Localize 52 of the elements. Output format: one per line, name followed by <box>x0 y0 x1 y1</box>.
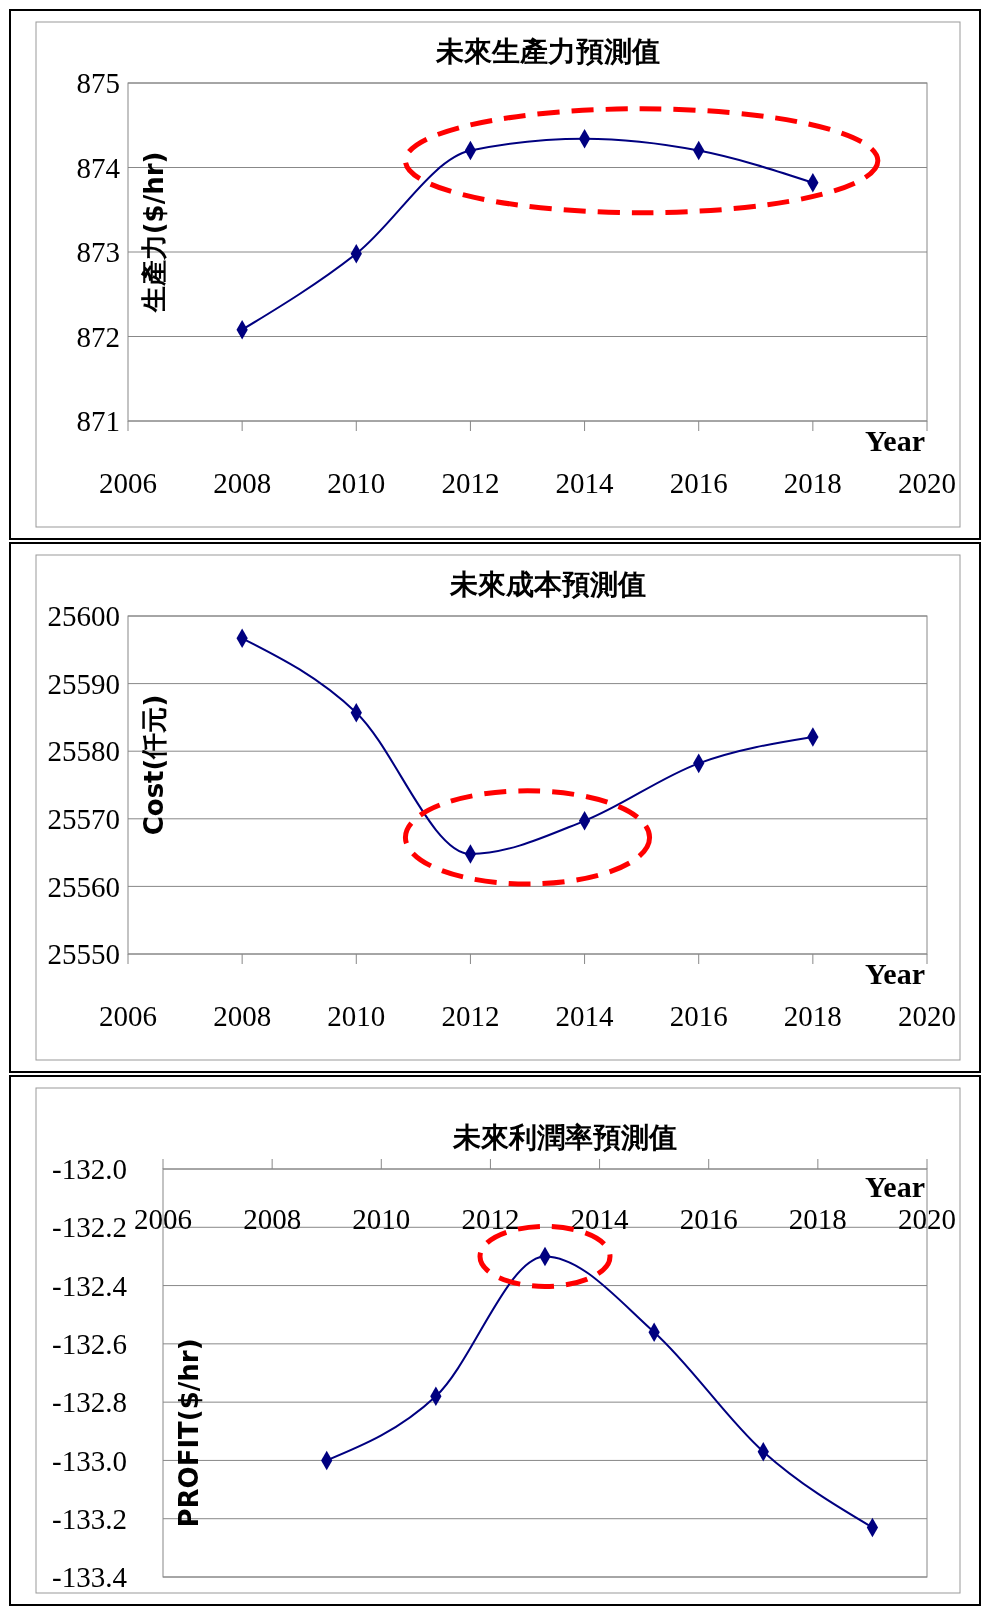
x-tick-label: 2016 <box>669 467 728 499</box>
y-tick-label: -132.8 <box>52 1386 127 1419</box>
x-tick-label: 2020 <box>898 1000 956 1032</box>
y-tick-label: 873 <box>76 236 120 269</box>
x-tick-label: 2012 <box>441 467 500 499</box>
x-tick-label: 2018 <box>783 467 842 499</box>
x-tick-label: 2010 <box>327 1000 386 1032</box>
x-axis-title: Year <box>865 1170 925 1203</box>
y-tick-label: 25550 <box>47 938 120 971</box>
y-tick-label: 25560 <box>47 870 120 903</box>
x-tick-label: 2016 <box>669 1000 728 1032</box>
x-tick-label: 2020 <box>898 467 956 499</box>
y-tick-label: -132.0 <box>52 1153 127 1186</box>
x-tick-label: 2012 <box>441 1000 500 1032</box>
x-tick-label: 2020 <box>898 1203 956 1235</box>
y-tick-label: 875 <box>76 67 120 100</box>
x-tick-label: 2012 <box>461 1203 520 1235</box>
y-tick-label: 871 <box>76 405 120 438</box>
y-tick-label: -132.4 <box>52 1269 128 1302</box>
x-tick-label: 2008 <box>213 467 272 499</box>
y-axis-title: PROFIT($/hr) <box>174 1338 204 1528</box>
y-axis-title: 生產力($/hr) <box>139 151 169 314</box>
chart-title: 未來生產力預測值 <box>434 35 660 68</box>
x-tick-label: 2016 <box>679 1203 738 1235</box>
x-tick-label: 2018 <box>783 1000 842 1032</box>
x-axis-title: Year <box>865 424 925 457</box>
x-tick-label: 2006 <box>99 1000 157 1032</box>
x-tick-label: 2018 <box>788 1203 847 1235</box>
y-tick-label: -132.6 <box>52 1328 127 1361</box>
y-tick-label: 872 <box>76 320 120 353</box>
chart-title: 未來成本預測值 <box>448 568 646 601</box>
x-tick-label: 2014 <box>555 1000 615 1032</box>
x-tick-label: 2006 <box>99 467 157 499</box>
x-tick-label: 2010 <box>327 467 386 499</box>
y-tick-label: -133.2 <box>52 1502 127 1535</box>
x-tick-label: 2010 <box>352 1203 411 1235</box>
x-tick-label: 2014 <box>570 1203 630 1235</box>
y-tick-label: 25600 <box>47 600 120 633</box>
y-axis-title: Cost(仟元) <box>139 694 169 836</box>
y-tick-label: -133.0 <box>52 1444 127 1477</box>
x-tick-label: 2008 <box>243 1203 302 1235</box>
y-tick-label: 25570 <box>47 802 120 835</box>
chart-title: 未來利潤率預測值 <box>452 1121 677 1154</box>
y-tick-label: -133.4 <box>52 1561 128 1594</box>
x-tick-label: 2006 <box>134 1203 192 1235</box>
x-tick-label: 2008 <box>213 1000 272 1032</box>
y-tick-label: 25580 <box>47 735 120 768</box>
x-tick-label: 2014 <box>555 467 615 499</box>
y-tick-label: 25590 <box>47 667 120 700</box>
y-tick-label: -132.2 <box>52 1211 127 1244</box>
x-axis-title: Year <box>865 957 925 990</box>
y-tick-label: 874 <box>76 151 121 184</box>
